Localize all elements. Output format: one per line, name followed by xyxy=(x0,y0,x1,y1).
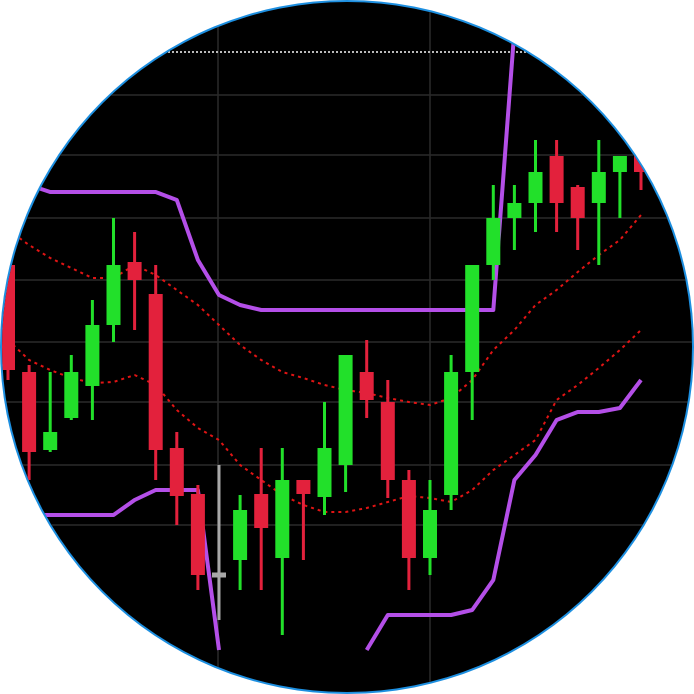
candle-body xyxy=(22,372,37,452)
candle-body xyxy=(591,172,606,203)
candle-body xyxy=(148,294,163,450)
candle-body xyxy=(43,432,58,450)
candle-body xyxy=(106,265,121,325)
candle-body xyxy=(296,480,311,494)
band-line xyxy=(6,29,517,312)
candle-body xyxy=(359,372,374,400)
candle-body xyxy=(380,402,395,480)
candle-body xyxy=(127,262,142,280)
candle-body xyxy=(85,325,100,386)
candle-body xyxy=(507,203,522,218)
candle-body xyxy=(444,372,459,495)
candle-body xyxy=(486,218,501,265)
candle-body xyxy=(233,510,248,560)
candle-body xyxy=(570,187,585,218)
candle-body xyxy=(64,372,79,418)
plot xyxy=(2,29,692,652)
candle-body xyxy=(212,572,226,578)
candle-body xyxy=(169,448,184,496)
candle-body xyxy=(254,494,269,528)
candle-body xyxy=(317,448,332,497)
band-line xyxy=(29,378,643,652)
candle-body xyxy=(190,494,205,575)
candle-body xyxy=(528,172,543,203)
candle-body xyxy=(423,510,437,558)
candle-body xyxy=(338,355,353,465)
candle-body xyxy=(401,480,416,558)
candle-body xyxy=(465,265,480,372)
candle-body xyxy=(549,156,564,203)
candle-body xyxy=(612,156,627,172)
candle-body xyxy=(275,480,290,558)
